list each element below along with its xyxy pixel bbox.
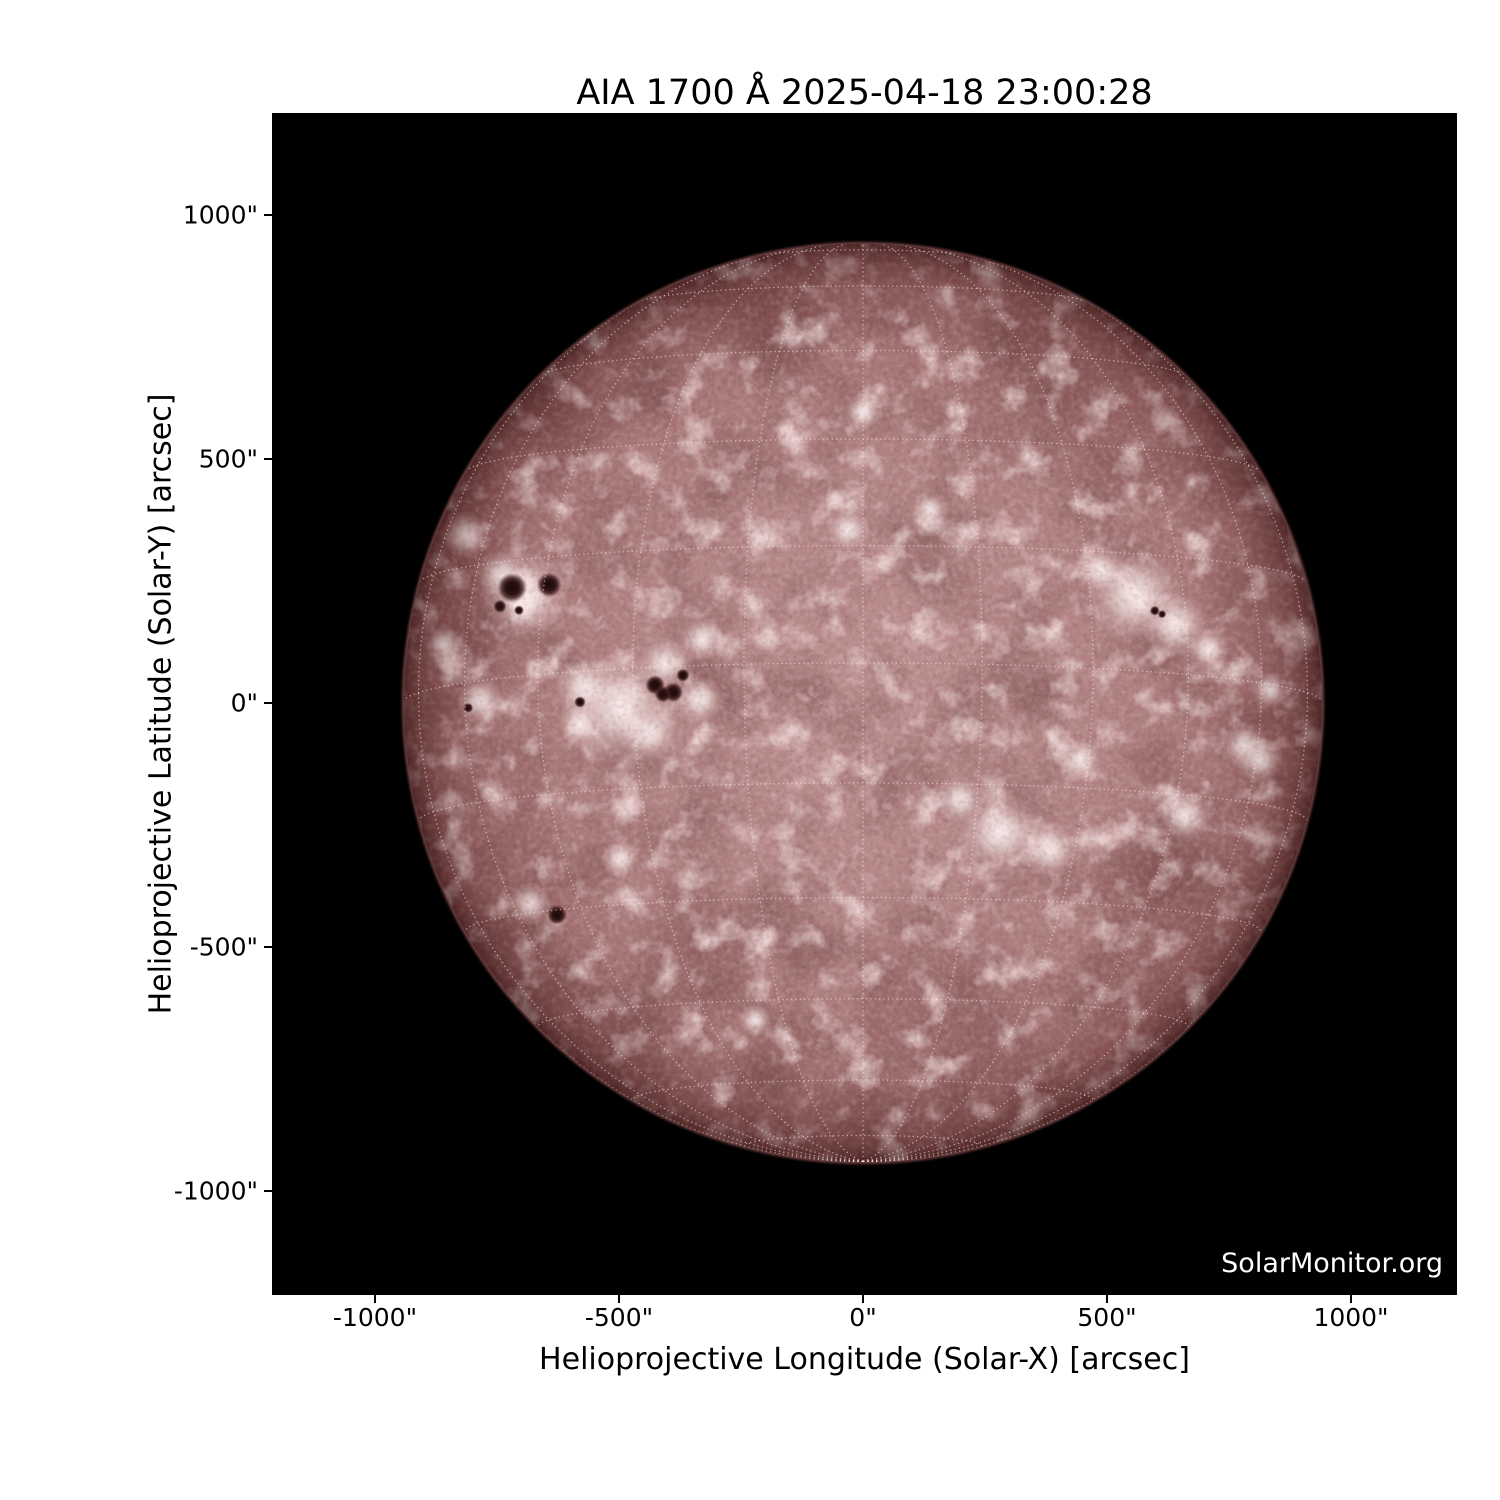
grid-latitude-line <box>536 998 1190 1030</box>
grid-latitude-line <box>539 349 1187 377</box>
y-tick-mark <box>264 1190 272 1192</box>
y-tick-label: 500" <box>198 444 258 474</box>
x-tick-label: 1000" <box>1313 1303 1389 1332</box>
watermark: SolarMonitor.org <box>1221 1248 1443 1279</box>
grid-meridian-line <box>862 273 1309 1162</box>
y-tick-mark <box>264 214 272 216</box>
grid-meridian-line <box>862 245 1190 1162</box>
x-tick-mark <box>862 1295 864 1303</box>
heliographic-grid <box>404 244 1322 1162</box>
y-tick-label: 0" <box>230 688 258 718</box>
y-tick-label: 1000" <box>182 200 258 230</box>
x-tick-label: 0" <box>849 1303 877 1332</box>
plot-area: SolarMonitor.org <box>272 113 1457 1295</box>
solar-disk-image <box>272 113 1457 1295</box>
grid-meridian-line <box>632 244 864 1162</box>
x-tick-label: -500" <box>584 1303 654 1332</box>
grid-meridian-line <box>417 273 864 1162</box>
grid-latitude-line <box>404 662 1322 702</box>
y-tick-label: -500" <box>189 932 258 962</box>
grid-latitude-line <box>637 285 1089 303</box>
solar-surface-texture <box>404 244 1322 1162</box>
y-tick-mark <box>264 946 272 948</box>
x-tick-mark <box>374 1295 376 1303</box>
grid-meridian-line <box>862 244 983 1162</box>
figure-title: AIA 1700 Å 2025-04-18 23:00:28 <box>576 73 1153 113</box>
grid-meridian-line <box>862 244 1094 1162</box>
x-tick-mark <box>1350 1295 1352 1303</box>
y-tick-mark <box>264 702 272 704</box>
x-tick-label: 500" <box>1077 1303 1137 1332</box>
x-axis-title: Helioprojective Longitude (Solar-X) [arc… <box>539 1342 1190 1377</box>
x-tick-label: -1000" <box>332 1303 418 1332</box>
grid-meridian-line <box>743 244 864 1162</box>
grid-latitude-line <box>743 1134 983 1150</box>
y-tick-label: -1000" <box>173 1176 258 1206</box>
x-tick-mark <box>1106 1295 1108 1303</box>
x-tick-mark <box>618 1295 620 1303</box>
y-tick-mark <box>264 458 272 460</box>
grid-meridian-line <box>536 245 864 1162</box>
